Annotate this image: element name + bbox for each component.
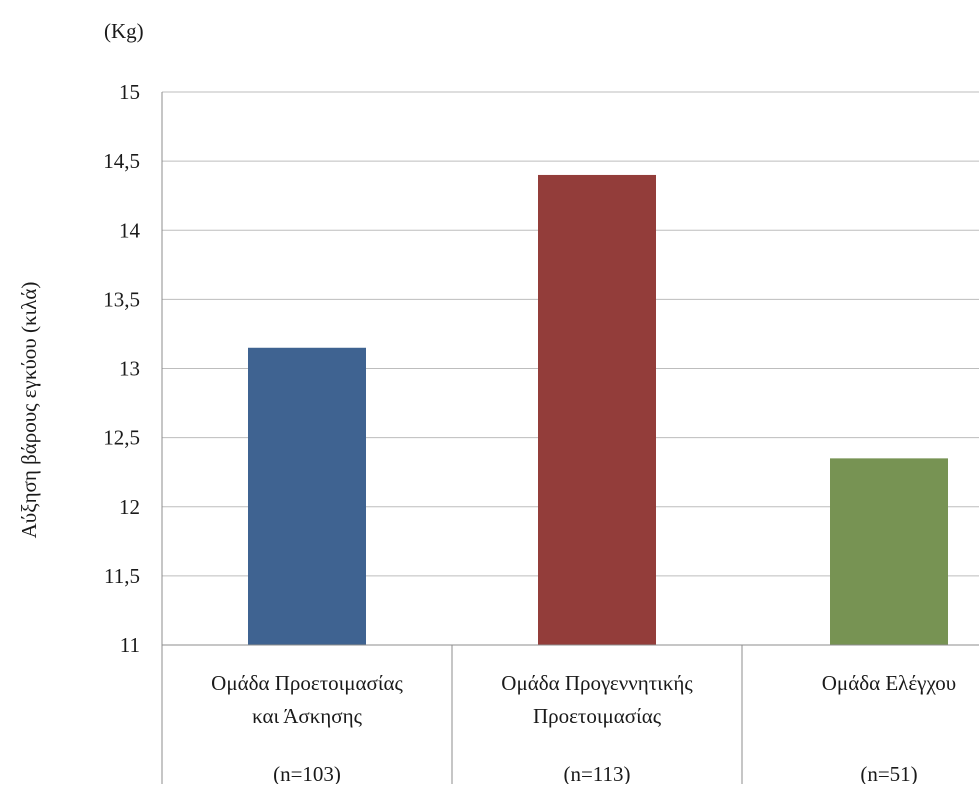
category-n-label: (n=113) — [563, 762, 630, 784]
category-n-label: (n=103) — [273, 762, 341, 784]
y-tick-label: 13 — [119, 357, 140, 381]
y-tick-label: 11 — [120, 633, 140, 657]
y-tick-label: 14 — [119, 218, 141, 242]
category-label-line1: Ομάδα Προγεννητικής — [501, 671, 693, 695]
category-label-line1: Ομάδα Ελέγχου — [822, 671, 956, 695]
y-tick-label: 11,5 — [104, 564, 140, 588]
y-tick-label: 12 — [119, 495, 140, 519]
y-tick-label: 12,5 — [103, 426, 140, 450]
bar — [248, 347, 366, 645]
y-tick-label: 15 — [119, 80, 140, 104]
bars — [248, 174, 948, 645]
category-label-line1: Ομάδα Προετοιμασίας — [211, 671, 403, 695]
y-tick-label: 13,5 — [103, 287, 140, 311]
labels: (Kg) Αύξηση βάρους εγκύου (κιλά) 11 11,5 1… — [17, 19, 956, 786]
axes — [161, 92, 979, 784]
category-n-label: (n=51) — [860, 762, 917, 784]
bar — [538, 174, 656, 645]
y-tick-label: 14,5 — [103, 149, 140, 173]
y-axis-label: Αύξηση βάρους εγκύου (κιλά) — [17, 282, 41, 539]
category-label-line2: Προετοιμασίας — [533, 704, 662, 728]
bar — [830, 458, 948, 645]
unit-label: (Kg) — [104, 19, 144, 43]
category-label-line2: και Άσκησης — [252, 704, 362, 728]
